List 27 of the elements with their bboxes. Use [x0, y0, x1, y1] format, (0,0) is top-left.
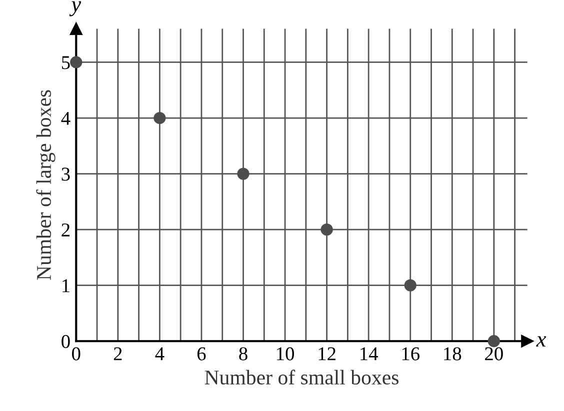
y-tick-label: 4: [61, 112, 70, 125]
point: [237, 168, 250, 180]
x-tick-label: 18: [444, 347, 462, 360]
x-tick-label: 12: [318, 347, 336, 360]
x-tick-label: 20: [485, 347, 503, 360]
y-axis-title: Number of large boxes: [36, 90, 56, 280]
x-tick-label: 10: [277, 347, 294, 360]
point: [70, 56, 82, 68]
text: x: [536, 336, 546, 346]
y-tick-label: 3: [62, 168, 70, 181]
x-tick-label: 4: [155, 347, 164, 360]
y-tick-label: 0: [62, 334, 70, 348]
y-tick-label: 2: [62, 223, 70, 236]
y-tick-label: 1: [62, 279, 70, 292]
x-tick-label: 14: [360, 347, 378, 360]
x-axis-title: Number of small boxes: [204, 370, 398, 385]
point: [404, 279, 416, 292]
text: y: [69, 1, 82, 16]
point: [154, 112, 166, 124]
x-tick-label: 0: [72, 347, 80, 360]
x-tick-label: 6: [197, 347, 206, 360]
point: [488, 335, 500, 348]
x-tick-label: 8: [239, 347, 248, 360]
point: [320, 224, 333, 236]
y-tick-label: 5: [62, 56, 70, 70]
x-tick-label: 2: [114, 347, 122, 360]
x-tick-label: 16: [402, 347, 420, 360]
